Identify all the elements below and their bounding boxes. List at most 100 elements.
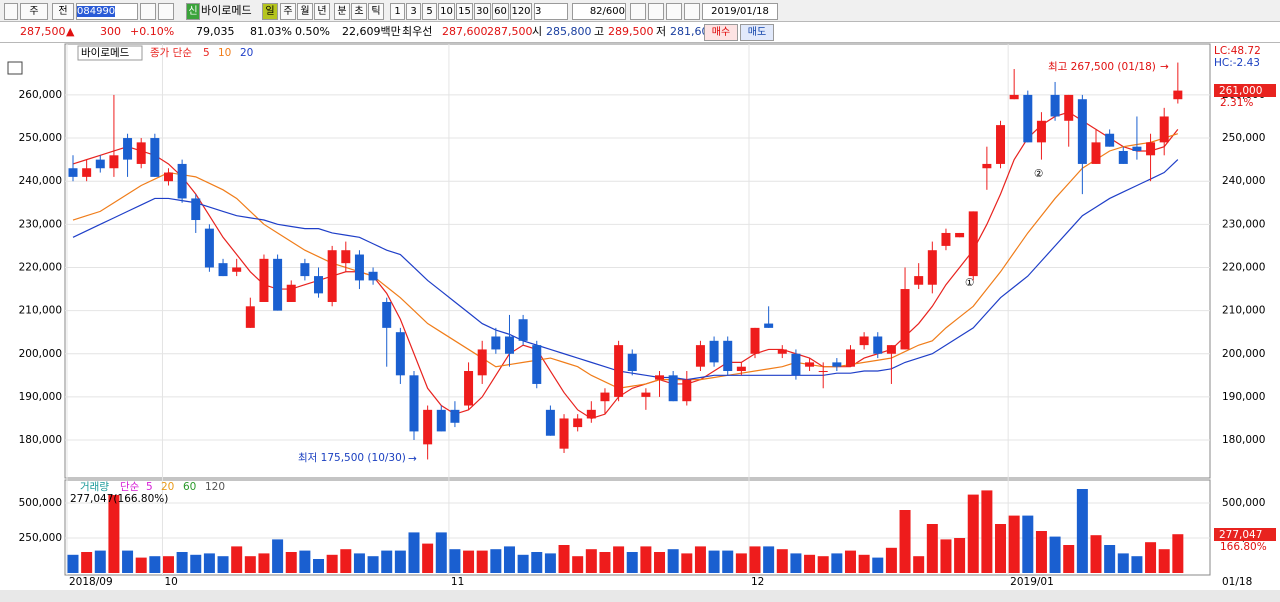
icon[interactable] xyxy=(158,3,174,20)
y-tick-label: 230,000 xyxy=(19,218,62,230)
candle-body xyxy=(218,263,228,277)
status-strip xyxy=(0,590,1280,602)
y-tick-label-right: 500,000 xyxy=(1222,497,1265,509)
candle-body xyxy=(614,345,624,397)
amount: 22,609백만 xyxy=(342,25,401,38)
volume-bar xyxy=(1063,544,1075,573)
volume-bar xyxy=(749,546,761,573)
y-tick-label-right: 250,000 xyxy=(1222,132,1265,144)
volume-bar xyxy=(367,556,379,573)
legend-box xyxy=(77,45,143,61)
period[interactable]: 년 xyxy=(314,3,330,20)
candle-body xyxy=(600,392,610,402)
candle-body xyxy=(982,163,992,169)
interval[interactable]: 5 xyxy=(422,3,437,20)
last-volume: 277,047 xyxy=(1219,529,1262,541)
candle-body xyxy=(1036,120,1046,143)
y-tick-label-right: 240,000 xyxy=(1222,175,1265,187)
legend-entry: 20 xyxy=(240,47,253,59)
search-icon[interactable] xyxy=(140,3,156,20)
range: 82/600 xyxy=(572,3,626,20)
volume-bar xyxy=(1022,515,1034,573)
interval[interactable]: 60 xyxy=(492,3,509,20)
candle-body xyxy=(300,263,310,277)
interval[interactable]: 10 xyxy=(438,3,455,20)
candle-body xyxy=(191,198,201,221)
period[interactable]: 초 xyxy=(351,3,367,20)
change-pct: +0.10% xyxy=(130,25,175,38)
legend-title: 바이로메드 xyxy=(81,47,130,59)
candle-body xyxy=(204,228,214,268)
interval[interactable]: 30 xyxy=(474,3,491,20)
candle-body xyxy=(477,349,487,376)
icon[interactable] xyxy=(630,3,646,20)
legend-entry: 120 xyxy=(205,481,225,493)
code-input[interactable]: 084990 xyxy=(76,3,138,20)
market-select[interactable]: 주 xyxy=(20,3,48,20)
date-input[interactable]: 2019/01/18 xyxy=(702,3,778,20)
last-price: 261,000 xyxy=(1219,85,1262,97)
candle-body xyxy=(464,371,474,406)
hc: HC:-2.43 xyxy=(1214,57,1260,69)
period[interactable]: 주 xyxy=(280,3,296,20)
candle-body xyxy=(695,345,705,367)
arrow: ▲ xyxy=(66,25,75,38)
volume-bar xyxy=(872,557,884,573)
volume-bar xyxy=(353,553,365,573)
interval[interactable]: 15 xyxy=(456,3,473,20)
y-tick-label-right: 190,000 xyxy=(1222,391,1265,403)
icon[interactable] xyxy=(666,3,682,20)
period[interactable]: 틱 xyxy=(368,3,384,20)
count-input[interactable]: 3 xyxy=(534,3,568,20)
settings-icon[interactable] xyxy=(7,61,23,75)
icon[interactable] xyxy=(4,3,18,20)
candle-body xyxy=(1173,90,1183,100)
volume-bar xyxy=(422,543,434,573)
stock-name: 바이로메드 xyxy=(201,4,252,17)
interval[interactable]: 1 xyxy=(390,3,405,20)
volume-bar xyxy=(708,550,720,573)
volume-bar xyxy=(190,554,202,573)
candle-body xyxy=(832,362,842,367)
volume-bar xyxy=(858,554,870,573)
volume-bar xyxy=(572,556,584,573)
volume-bar xyxy=(885,547,897,573)
candle-body xyxy=(259,258,269,302)
candle-body xyxy=(682,379,692,402)
prev-button[interactable]: 전 xyxy=(52,3,74,20)
y-tick-label-right: 180,000 xyxy=(1222,434,1265,446)
volume-bar xyxy=(231,546,243,573)
buy-button[interactable]: 매수 xyxy=(704,24,738,41)
period[interactable]: 월 xyxy=(297,3,313,20)
volume-bar xyxy=(694,546,706,573)
candle-body xyxy=(1105,133,1115,147)
volume-bar xyxy=(272,539,284,573)
candle-body xyxy=(436,409,446,432)
period-active[interactable]: 일 xyxy=(262,3,278,20)
candle-body xyxy=(82,168,92,177)
y-tick-label: 240,000 xyxy=(19,175,62,187)
volume-bar xyxy=(681,553,693,573)
interval[interactable]: 3 xyxy=(406,3,421,20)
candle-body xyxy=(805,362,815,367)
candle-body xyxy=(491,336,501,350)
x-tick-label: 2019/01 xyxy=(1010,576,1054,588)
candle-body xyxy=(150,138,160,177)
interval[interactable]: 120 xyxy=(510,3,532,20)
candle-body xyxy=(545,409,555,436)
ma-line xyxy=(72,159,1179,381)
icon[interactable] xyxy=(684,3,700,20)
period[interactable]: 분 xyxy=(334,3,350,20)
candle-body xyxy=(941,232,951,246)
high-label: 고 xyxy=(594,25,605,38)
volume-bar xyxy=(899,510,911,573)
volume-bar xyxy=(940,539,952,573)
candle-body xyxy=(409,375,419,432)
candle-body xyxy=(859,336,869,346)
legend-entry: 60 xyxy=(183,481,196,493)
icon[interactable] xyxy=(648,3,664,20)
volume-bar xyxy=(476,550,488,573)
candle-body xyxy=(900,289,910,350)
sell-button[interactable]: 매도 xyxy=(740,24,774,41)
volume-bar xyxy=(135,557,147,573)
